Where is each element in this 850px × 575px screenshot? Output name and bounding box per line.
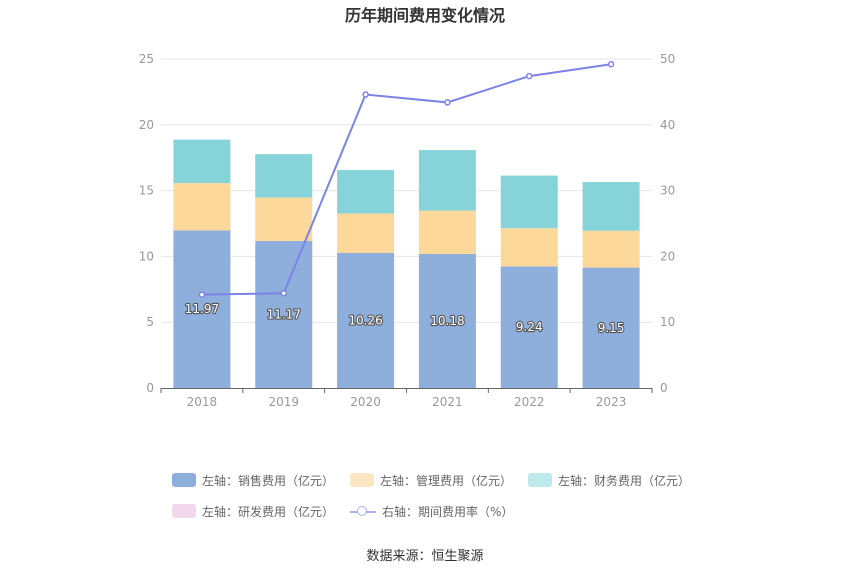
bar (418, 150, 476, 211)
bar-value-label: 9.24 (516, 320, 543, 334)
x-tick-label: 2021 (432, 395, 463, 409)
bar-value-label: 9.15 (598, 321, 625, 335)
legend-item-sales[interactable]: 左轴：销售费用（亿元） (172, 472, 334, 489)
bar (582, 230, 640, 268)
legend-item-admin[interactable]: 左轴：管理费用（亿元） (350, 472, 512, 489)
bar (500, 228, 558, 267)
right-tick-label: 30 (660, 184, 675, 198)
legend-item-finance[interactable]: 左轴：财务费用（亿元） (528, 472, 690, 489)
chart-canvas: 0 5 10 15 20 25 0 10 20 30 40 50 11.97 11.17 10.26 10… (139, 52, 676, 409)
legend-label-admin: 左轴：管理费用（亿元） (380, 473, 513, 488)
right-tick-label: 10 (660, 315, 675, 329)
right-tick-label: 0 (660, 381, 668, 395)
left-axis-ticks: 0 5 10 15 20 25 (139, 52, 154, 395)
legend-swatch-admin (350, 473, 375, 487)
bar (418, 254, 476, 388)
x-tick-label: 2018 (187, 395, 218, 409)
left-tick-label: 20 (139, 118, 154, 132)
rate-point (607, 61, 615, 68)
left-tick-label: 5 (146, 315, 154, 329)
rate-point (362, 91, 369, 98)
x-axis: 2018 2019 2020 2021 2022 2023 (160, 388, 653, 409)
bar (582, 267, 640, 388)
left-tick-label: 0 (146, 381, 154, 395)
rate-point (280, 289, 287, 297)
left-tick-label: 10 (139, 249, 154, 263)
legend-item-rate[interactable]: 右轴：期间费用率（%） (350, 503, 513, 520)
bar (173, 230, 231, 388)
x-tick-label: 2022 (514, 395, 545, 409)
legend-label-rate: 右轴：期间费用率（%） (382, 504, 514, 519)
bar-value-labels: 11.97 11.17 10.26 10.18 9.24 9.15 (184, 301, 626, 336)
legend-swatch-finance (528, 473, 553, 487)
bar-value-label: 10.18 (430, 314, 464, 328)
bar (500, 266, 558, 388)
bar (255, 241, 313, 388)
legend-label-rd: 左轴：研发费用（亿元） (202, 504, 335, 519)
left-tick-label: 25 (139, 52, 154, 66)
bar-value-label: 11.97 (185, 302, 219, 316)
bar (337, 213, 395, 253)
rate-point (198, 291, 206, 298)
rate-point (444, 99, 451, 106)
data-source: 数据来源：恒生聚源 (366, 549, 484, 564)
legend-label-finance: 左轴：财务费用（亿元） (558, 473, 691, 488)
legend-item-rd[interactable]: 左轴：研发费用（亿元） (172, 503, 334, 520)
x-tick-label: 2019 (268, 395, 299, 409)
rate-point (526, 72, 533, 80)
x-tick-label: 2020 (350, 395, 381, 409)
legend-swatch-rate (350, 504, 377, 518)
right-tick-label: 40 (660, 118, 675, 132)
legend-swatch-rd (172, 504, 196, 518)
legend: 左轴：销售费用（亿元） 左轴：管理费用（亿元） 左轴：财务费用（亿元） 左轴：研… (172, 472, 732, 534)
grid-lines (161, 58, 652, 323)
bar (337, 170, 395, 214)
x-tick-label: 2023 (596, 395, 627, 409)
bar-value-label: 10.26 (348, 313, 382, 327)
right-tick-label: 50 (660, 52, 675, 66)
bar (173, 183, 231, 231)
bar (500, 175, 558, 229)
chart-title: 历年期间费用变化情况 (344, 6, 505, 25)
bar (173, 139, 231, 184)
legend-swatch-sales (172, 473, 196, 487)
left-tick-label: 15 (139, 184, 154, 198)
bar (337, 252, 395, 388)
bar (255, 197, 313, 242)
rate-line (198, 61, 615, 298)
bar (255, 154, 313, 198)
right-axis-ticks: 0 10 20 30 40 50 (660, 52, 675, 395)
bars (173, 139, 640, 388)
bar-value-label: 11.17 (267, 308, 301, 322)
legend-label-sales: 左轴：销售费用（亿元） (202, 473, 335, 488)
rate-line-path (201, 63, 612, 296)
bar (418, 210, 476, 255)
bar (582, 182, 640, 231)
right-tick-label: 20 (660, 249, 675, 263)
